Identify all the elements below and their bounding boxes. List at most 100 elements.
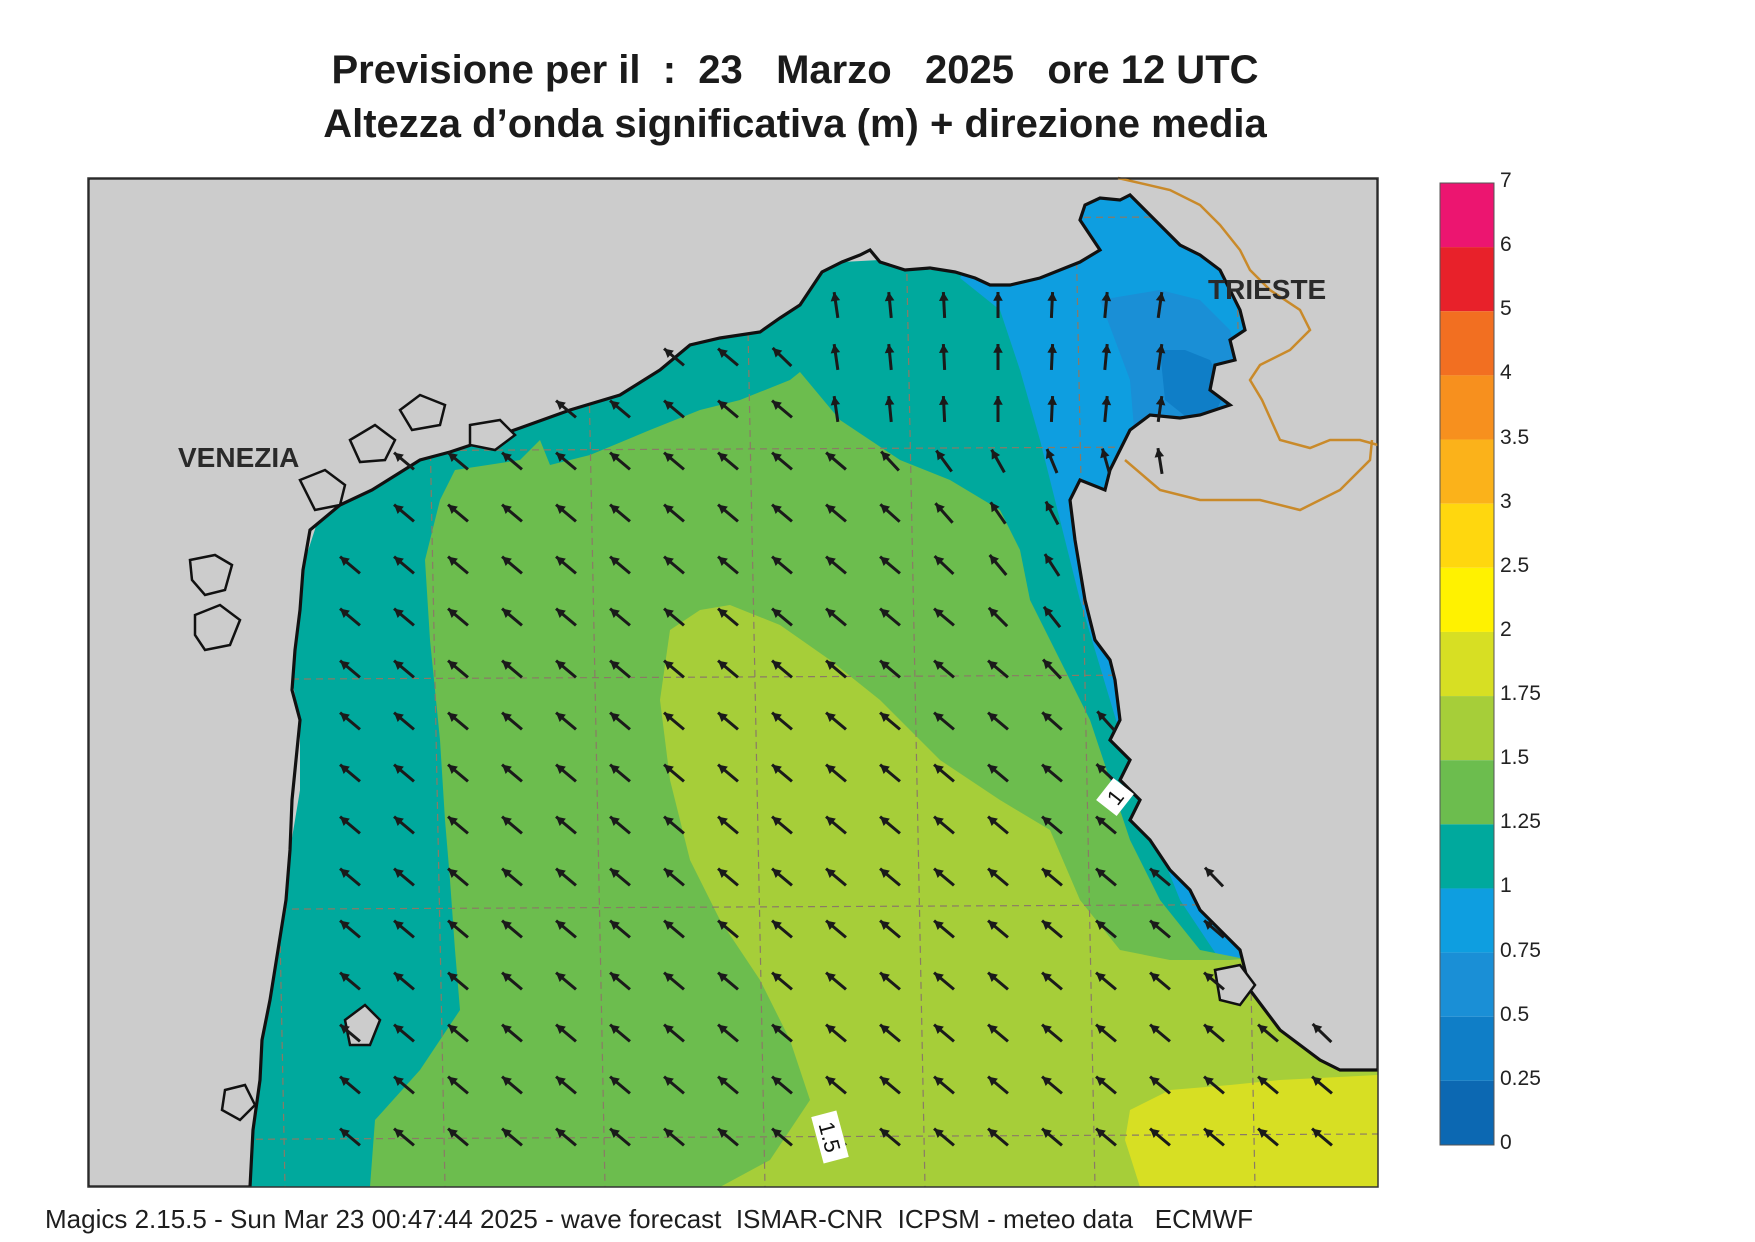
direction-arrow	[1043, 553, 1061, 577]
color-scale-frame	[1439, 182, 1495, 1146]
wave-direction-arrows	[339, 291, 1333, 1147]
direction-arrow	[501, 763, 523, 783]
direction-arrow	[393, 815, 415, 835]
footer-credits: Magics 2.15.5 - Sun Mar 23 00:47:44 2025…	[45, 1204, 1254, 1234]
direction-arrow	[1149, 919, 1171, 939]
direction-arrow	[501, 971, 523, 991]
color-swatch-1.25	[1440, 760, 1494, 825]
direction-arrow	[933, 1023, 955, 1043]
direction-arrow	[1149, 1075, 1171, 1095]
direction-arrow	[933, 971, 955, 991]
direction-arrow	[1041, 1023, 1063, 1043]
direction-arrow	[663, 815, 685, 835]
direction-arrow	[879, 867, 901, 887]
direction-arrow	[393, 555, 415, 575]
color-swatch-6	[1440, 183, 1494, 248]
direction-arrow	[393, 1023, 415, 1043]
direction-arrow	[1203, 866, 1225, 888]
direction-arrow	[825, 555, 847, 575]
direction-arrow	[825, 1023, 847, 1043]
direction-arrow	[1095, 1075, 1117, 1095]
direction-arrow	[771, 399, 793, 419]
direction-arrow	[717, 451, 739, 471]
direction-arrow	[339, 971, 361, 991]
direction-arrow	[663, 347, 685, 367]
direction-arrow	[717, 1023, 739, 1043]
direction-arrow	[1149, 867, 1171, 887]
direction-arrow	[1311, 1127, 1333, 1147]
direction-arrow	[1149, 1023, 1171, 1043]
direction-arrow	[339, 919, 361, 939]
direction-arrow	[555, 711, 577, 731]
direction-arrow	[884, 395, 895, 423]
direction-arrow	[339, 607, 361, 627]
direction-arrow	[1203, 1075, 1225, 1095]
direction-arrow	[555, 763, 577, 783]
direction-arrow	[771, 451, 793, 471]
direction-arrow	[879, 763, 901, 783]
direction-arrow	[879, 971, 901, 991]
direction-arrow	[990, 448, 1006, 474]
color-scale-label: 1.5	[1500, 746, 1530, 770]
color-scale-label: 0	[1500, 1131, 1512, 1154]
direction-arrow	[609, 1023, 631, 1043]
direction-arrow	[1203, 919, 1225, 939]
direction-arrow	[393, 451, 415, 471]
direction-arrow	[987, 763, 1009, 783]
color-scale-label: 4	[1500, 361, 1512, 385]
direction-arrow	[501, 1127, 523, 1147]
direction-arrow	[663, 971, 685, 991]
direction-arrow	[501, 867, 523, 887]
meridian-line	[1074, 178, 1096, 1187]
direction-arrow	[501, 503, 523, 523]
direction-arrow	[939, 395, 949, 423]
direction-arrow	[879, 555, 901, 575]
direction-arrow	[339, 1075, 361, 1095]
direction-arrow	[609, 711, 631, 731]
direction-arrow	[339, 1023, 361, 1043]
direction-arrow	[879, 503, 901, 523]
direction-arrow	[609, 503, 631, 523]
direction-arrow	[447, 659, 469, 679]
direction-arrow	[609, 1127, 631, 1147]
color-scale-label: 0.5	[1500, 1002, 1530, 1026]
direction-arrow	[447, 971, 469, 991]
direction-arrow	[933, 607, 955, 627]
color-swatch-0	[1440, 1080, 1494, 1145]
direction-arrow	[880, 450, 900, 472]
meridian-line	[744, 178, 766, 1187]
direction-arrow	[663, 451, 685, 471]
direction-arrow	[501, 607, 523, 627]
direction-arrow	[393, 659, 415, 679]
direction-arrow	[825, 763, 847, 783]
direction-arrow	[1044, 500, 1060, 526]
direction-arrow	[663, 1127, 685, 1147]
direction-arrow	[825, 503, 847, 523]
direction-arrow	[771, 503, 793, 523]
direction-arrow	[717, 347, 739, 367]
direction-arrow	[447, 1023, 469, 1043]
direction-arrow	[717, 867, 739, 887]
city-label-venezia: VENEZIA	[178, 442, 299, 473]
forecast-date-title: Previsione per il : 23 Marzo 2025 ore 12…	[331, 48, 1259, 92]
direction-arrow	[879, 1075, 901, 1095]
direction-arrow	[884, 343, 895, 371]
direction-arrow	[1095, 763, 1117, 783]
direction-arrow	[339, 555, 361, 575]
direction-arrow	[987, 971, 1009, 991]
direction-arrow	[879, 1127, 901, 1147]
direction-arrow	[825, 659, 847, 679]
direction-arrow	[825, 971, 847, 991]
direction-arrow	[1100, 448, 1111, 474]
direction-arrow	[830, 395, 841, 423]
direction-arrow	[933, 554, 955, 576]
color-swatch-2.5	[1440, 503, 1494, 568]
direction-arrow	[987, 606, 1009, 628]
direction-arrow	[501, 711, 523, 731]
direction-arrow	[1042, 605, 1062, 629]
direction-arrow	[717, 555, 739, 575]
contour-label-1: 1	[1096, 777, 1134, 817]
direction-arrow	[771, 867, 793, 887]
direction-arrow	[825, 919, 847, 939]
direction-arrow	[1041, 1075, 1063, 1095]
